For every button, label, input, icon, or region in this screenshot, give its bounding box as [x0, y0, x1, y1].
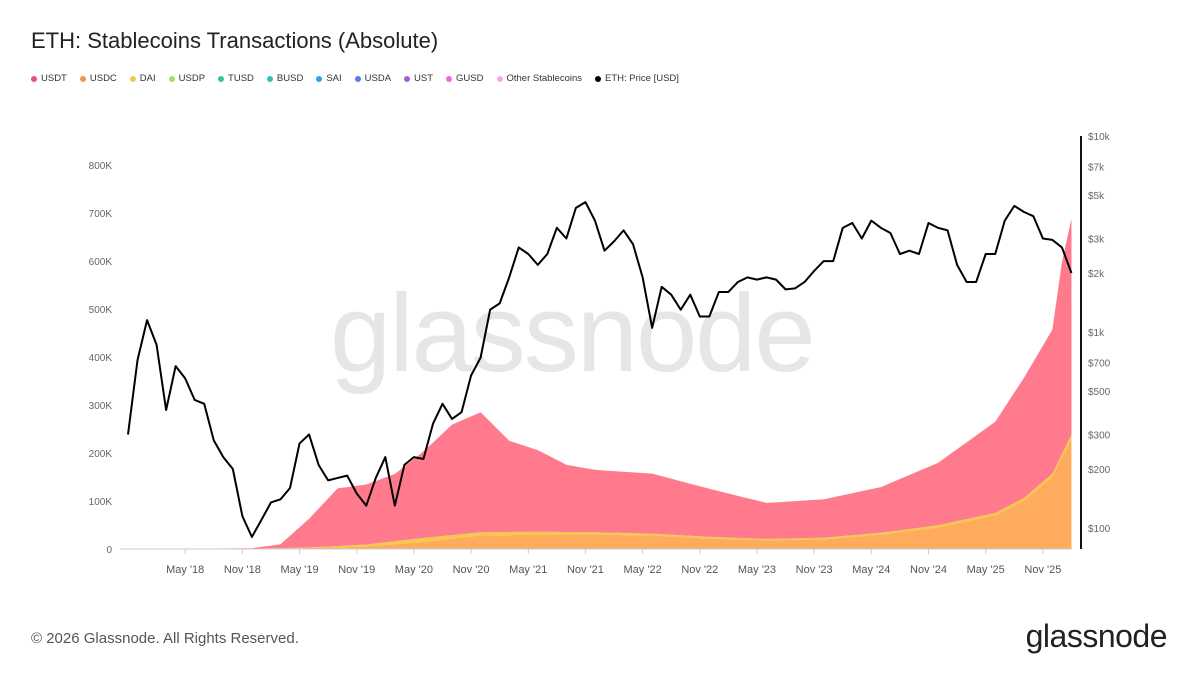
y-right-tick-label: $5k	[1088, 191, 1105, 202]
y-left-tick-label: 200K	[89, 449, 113, 460]
y-right-tick-label: $2k	[1088, 269, 1105, 280]
y-right-tick-label: $300	[1088, 430, 1111, 441]
legend-marker-icon	[266, 75, 273, 82]
y-left-tick-label: 300K	[89, 401, 113, 412]
legend-marker-icon	[595, 75, 602, 82]
x-tick-label: Nov '19	[338, 564, 375, 576]
legend-label: GUSD	[456, 73, 484, 84]
legend-marker-icon	[496, 75, 503, 82]
legend-item[interactable]: ETH: Price [USD]	[595, 73, 679, 84]
y-right-tick-label: $3k	[1088, 234, 1105, 245]
y-right-tick-label: $7k	[1088, 162, 1105, 173]
legend-label: BUSD	[276, 73, 304, 84]
y-left-tick-label: 600K	[89, 257, 113, 268]
x-tick-label: May '23	[738, 564, 776, 576]
x-tick-label: May '18	[166, 564, 204, 576]
y-left-tick-label: 500K	[89, 305, 113, 316]
legend-item[interactable]: GUSD	[446, 73, 484, 84]
y-right-tick-label: $10k	[1088, 132, 1111, 143]
watermark: glassnode	[330, 272, 815, 395]
legend-marker-icon	[218, 75, 225, 82]
legend-item[interactable]: USDA	[354, 73, 392, 84]
legend-label: TUSD	[228, 73, 254, 84]
legend-label: SAI	[326, 73, 342, 84]
y-left-tick-label: 800K	[89, 161, 113, 172]
legend-item[interactable]: USDC	[79, 73, 117, 84]
legend-label: Other Stablecoins	[506, 73, 583, 84]
x-tick-label: May '25	[967, 564, 1005, 576]
legend-marker-icon	[404, 75, 411, 82]
x-tick-label: May '21	[509, 564, 547, 576]
legend-item[interactable]: SAI	[316, 73, 342, 84]
legend-item[interactable]: USDP	[168, 73, 206, 84]
y-right-tick-label: $700	[1088, 358, 1111, 369]
area-usdt	[128, 218, 1072, 549]
y-left-tick-label: 700K	[89, 209, 113, 220]
legend-marker-icon	[446, 75, 453, 82]
x-tick-label: Nov '21	[567, 564, 604, 576]
legend-item[interactable]: BUSD	[266, 73, 304, 84]
legend-item[interactable]: USDT	[31, 73, 67, 84]
chart-title: ETH: Stablecoins Transactions (Absolute)	[31, 28, 439, 53]
x-tick-label: May '24	[852, 564, 890, 576]
y-left-tick-label: 400K	[89, 353, 113, 364]
legend-item[interactable]: Other Stablecoins	[496, 73, 583, 84]
y-right-tick-label: $100	[1088, 524, 1111, 535]
legend: USDT USDC DAI USDP TUSD BUSD SAI USDA UST GUSD Oth…	[31, 73, 679, 84]
legend-label: USDA	[364, 73, 392, 84]
x-tick-label: May '22	[624, 564, 662, 576]
legend-label: USDT	[41, 73, 67, 84]
x-tick-label: Nov '25	[1024, 564, 1061, 576]
legend-label: UST	[414, 73, 434, 84]
legend-item[interactable]: DAI	[129, 73, 156, 84]
legend-label: DAI	[139, 73, 156, 84]
legend-label: USDC	[89, 73, 117, 84]
x-tick-label: Nov '22	[681, 564, 718, 576]
x-tick-label: Nov '18	[224, 564, 261, 576]
eth-price-line	[127, 201, 1073, 538]
copyright: © 2026 Glassnode. All Rights Reserved.	[31, 630, 299, 647]
legend-marker-icon	[129, 75, 136, 82]
legend-item[interactable]: UST	[404, 73, 433, 84]
y-right-tick-label: $200	[1088, 465, 1111, 476]
legend-label: ETH: Price [USD]	[605, 73, 679, 84]
legend-label: USDP	[178, 73, 206, 84]
x-tick-label: May '19	[280, 564, 318, 576]
legend-item[interactable]: TUSD	[218, 73, 254, 84]
area-usdc	[128, 438, 1072, 549]
x-tick-label: Nov '24	[910, 564, 947, 576]
legend-marker-icon	[79, 75, 86, 82]
legend-marker-icon	[354, 75, 361, 82]
y-right-tick-label: $1k	[1088, 328, 1105, 339]
x-tick-label: May '20	[395, 564, 433, 576]
y-left-tick-label: 0	[106, 545, 112, 556]
y-left-tick-label: 100K	[89, 497, 113, 508]
x-tick-label: Nov '23	[796, 564, 833, 576]
legend-marker-icon	[168, 75, 175, 82]
x-tick-label: Nov '20	[453, 564, 490, 576]
brand-logo: glassnode	[1025, 618, 1168, 654]
y-right-tick-label: $500	[1088, 387, 1111, 398]
legend-marker-icon	[31, 75, 37, 82]
legend-marker-icon	[316, 75, 323, 82]
